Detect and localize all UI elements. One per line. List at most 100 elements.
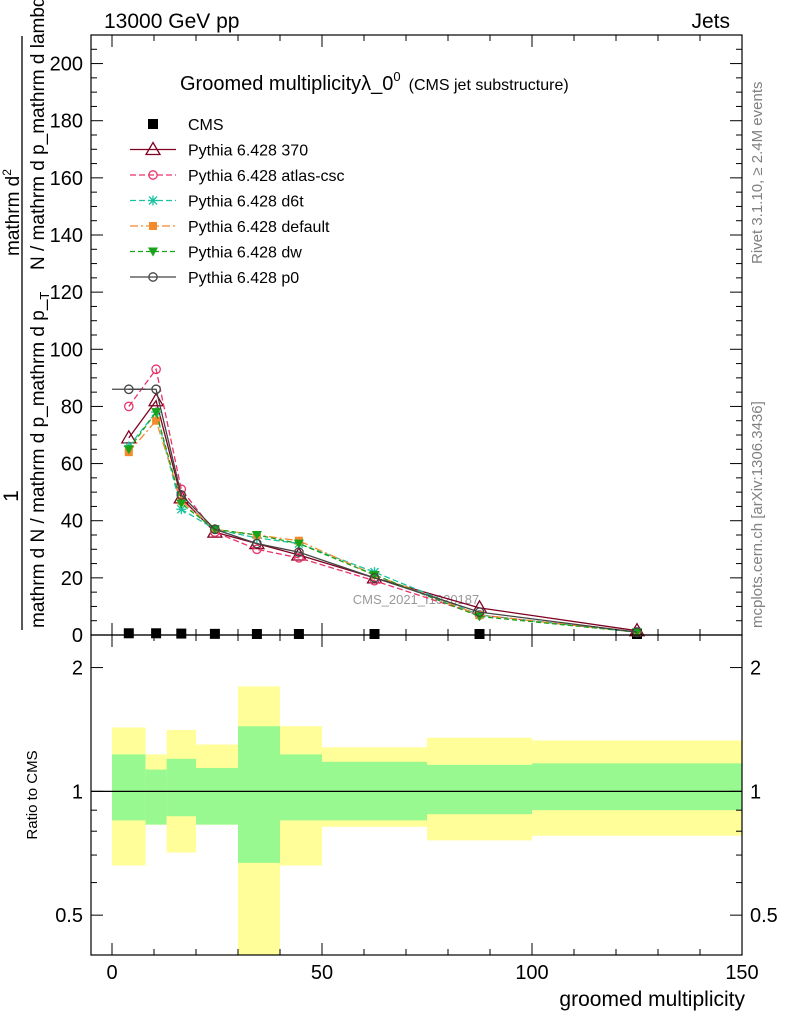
data-point-p0 <box>474 607 485 617</box>
main-y-tick-label: 140 <box>50 225 83 247</box>
data-point-p0 <box>369 573 380 583</box>
data-point-cms <box>369 629 380 639</box>
legend: CMS Pythia 6.428 370 Pythia 6.428 atlas-cs… <box>130 117 345 287</box>
ratio-y-tick-label: 2 <box>72 658 83 680</box>
legend-label: Pythia 6.428 370 <box>188 143 308 160</box>
main-y-tick-label: 200 <box>50 54 83 76</box>
ratio-inner-band <box>238 726 280 863</box>
main-y-tick-label: 40 <box>61 511 83 533</box>
main-y-tick-label: 60 <box>61 454 83 476</box>
main-ylabel: 1 mathrm d N / mathrm d p_mathrm d p_T m… <box>0 0 52 630</box>
data-point-dw <box>176 499 187 509</box>
legend-marker <box>144 141 162 156</box>
data-point-dw <box>123 445 134 455</box>
legend-label: Pythia 6.428 default <box>188 219 330 236</box>
data-point-dw <box>151 408 162 418</box>
data-point-p0 <box>123 384 134 395</box>
data-point-cms <box>209 628 220 639</box>
ratio-bands <box>91 686 742 955</box>
title-sup: 0 <box>393 69 400 84</box>
legend-label: Pythia 6.428 dw <box>188 245 302 262</box>
header-left: 13000 GeV pp <box>104 10 239 33</box>
data-point-p0 <box>151 384 161 395</box>
data-point-dw <box>251 531 262 540</box>
x-tick-label: 150 <box>725 962 758 984</box>
data-point-cms <box>474 629 485 639</box>
main-ylabel-numerator-one: 1 <box>0 490 23 502</box>
main-series-group <box>112 364 646 639</box>
legend-label: Pythia 6.428 d6t <box>188 194 304 211</box>
main-ylabel-denominator-text: mathrm d N / mathrm d p_mathrm d p_ <box>28 299 49 628</box>
main-ylabel-denominator-sub: T <box>37 292 52 300</box>
data-point-cms <box>176 628 187 639</box>
data-point-atlas <box>294 553 304 563</box>
ratio-y-tick-label: 1 <box>72 781 83 803</box>
side-text-top: Rivet 3.1.10, ≥ 2.4M events <box>749 82 766 265</box>
title-sub: (CMS jet substructure) <box>409 77 569 94</box>
data-point-p0 <box>632 627 642 637</box>
main-y-tick-label: 20 <box>61 568 83 590</box>
legend-item-atlas: Pythia 6.428 atlas-csc <box>130 168 345 185</box>
legend-item-dw: Pythia 6.428 dw <box>130 245 302 262</box>
legend-item-default: Pythia 6.428 default <box>130 219 330 236</box>
title-lambda-rest: _0 <box>370 73 393 95</box>
ratio-inner-band <box>166 758 196 817</box>
ratio-inner-band <box>280 754 322 821</box>
x-tick-label: 100 <box>515 962 548 984</box>
main-y-tick-label: 0 <box>72 625 83 647</box>
ratio-inner-band <box>112 754 146 821</box>
main-y-tick-label: 100 <box>50 339 83 361</box>
main-ylabel-right-tail: N / mathrm d p_mathrm d lambda <box>28 0 49 270</box>
title-main: Groomed multiplicity <box>180 73 361 95</box>
data-point-atlas <box>123 401 134 412</box>
data-point-p0 <box>294 547 304 557</box>
header-right: Jets <box>691 10 730 33</box>
ratio-y-tick-label-right: 2 <box>750 658 761 680</box>
data-point-p0 <box>210 524 220 535</box>
ratio-plot-frame <box>90 634 743 956</box>
data-point-default <box>152 416 161 425</box>
legend-marker <box>149 222 157 230</box>
x-tick-label: 0 <box>106 962 117 984</box>
main-ylabel-right-sup: 2 <box>0 169 14 176</box>
ratio-y-tick-label-right: 1 <box>750 781 761 803</box>
x-axis-label: groomed multiplicity <box>559 988 745 1011</box>
ratio-y-tick-label: 0.5 <box>55 905 83 927</box>
side-text-bottom: mcplots.cern.ch [arXiv:1306.3436] <box>749 401 766 628</box>
legend-item-cms: CMS <box>148 117 224 134</box>
series-p0 <box>112 384 642 637</box>
data-point-dw <box>369 571 380 580</box>
legend-item-d6t: Pythia 6.428 d6t <box>130 194 304 211</box>
series-dw <box>123 408 642 638</box>
ratio-inner-band <box>145 769 167 825</box>
series-line-p0 <box>128 388 638 633</box>
legend-marker <box>148 170 158 180</box>
legend-item-p370: Pythia 6.428 370 <box>130 141 308 160</box>
legend-label: Pythia 6.428 p0 <box>188 270 299 287</box>
data-point-p0 <box>176 490 187 500</box>
series-line-atlas <box>128 367 638 633</box>
x-axis: 0 50 100 150 <box>106 35 759 984</box>
legend-marker <box>148 195 158 206</box>
ratio-inner-band <box>427 764 532 815</box>
series-cms <box>123 628 642 639</box>
title-lambda: λ <box>361 73 371 95</box>
data-point-cms <box>293 629 304 639</box>
plot-title: Groomed multiplicityλ_00 (CMS jet substru… <box>180 69 569 95</box>
main-y-tick-label: 180 <box>50 111 83 133</box>
ratio-y-tick-label-right: 0.5 <box>750 905 778 927</box>
legend-label: Pythia 6.428 atlas-csc <box>188 168 345 185</box>
data-point-p370 <box>147 392 165 407</box>
main-y-axis: 0 20 40 60 80 100 120 140 160 180 200 <box>50 34 742 647</box>
legend-marker <box>148 247 158 257</box>
main-ylabel-right: mathrm d2 <box>0 169 24 256</box>
legend-marker <box>148 272 158 282</box>
main-y-tick-label: 80 <box>61 396 83 418</box>
ratio-y-axis: 0.5 0.5 1 1 2 2 <box>55 658 778 928</box>
main-ylabel-right-base: mathrm d <box>3 176 24 256</box>
legend-marker <box>148 119 158 129</box>
main-y-tick-label: 160 <box>50 168 83 190</box>
ratio-inner-band <box>196 767 238 825</box>
